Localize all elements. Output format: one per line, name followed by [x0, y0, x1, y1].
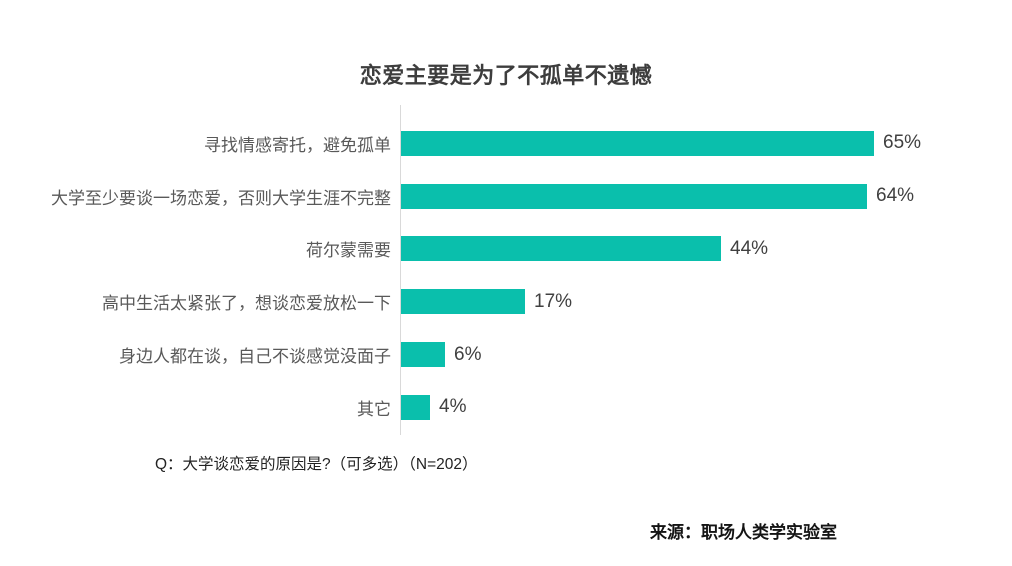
bar-row: 其它 4% [0, 381, 1012, 434]
value-label: 6% [454, 343, 482, 365]
bar [401, 394, 430, 420]
chart-title: 恋爱主要是为了不孤单不遗憾 [359, 63, 653, 88]
value-label: 4% [439, 396, 467, 418]
bar [401, 342, 445, 368]
bar-track: 17% [401, 275, 1012, 328]
bar-track: 6% [401, 328, 1012, 381]
bar-track: 65% [401, 117, 1012, 170]
bar-track: 64% [401, 170, 1012, 223]
category-label: 高中生活太紧张了，想谈恋爱放松一下 [102, 294, 391, 314]
category-label: 荷尔蒙需要 [306, 241, 391, 261]
bar-row: 身边人都在谈，自己不谈感觉没面子 6% [0, 328, 1012, 381]
question-note: Q：大学谈恋爱的原因是?（可多选）（N=202） [155, 456, 478, 473]
value-label: 17% [534, 290, 573, 312]
category-label: 身边人都在谈，自己不谈感觉没面子 [119, 347, 391, 367]
bar-track: 44% [401, 223, 1012, 276]
source-note: 来源：职场人类学实验室 [650, 523, 837, 542]
bar [401, 183, 867, 209]
bar [401, 289, 525, 315]
bar-row: 大学至少要谈一场恋爱，否则大学生涯不完整 64% [0, 170, 1012, 223]
bar-row: 寻找情感寄托，避免孤单 65% [0, 117, 1012, 170]
bar-track: 4% [401, 381, 1012, 434]
bar-rows: 寻找情感寄托，避免孤单 65% 大学至少要谈一场恋爱，否则大学生涯不完整 64%… [0, 117, 1012, 434]
bar [401, 130, 874, 156]
value-label: 64% [876, 185, 915, 207]
category-label: 大学至少要谈一场恋爱，否则大学生涯不完整 [51, 188, 391, 208]
bar [401, 236, 721, 262]
bar-row: 高中生活太紧张了，想谈恋爱放松一下 17% [0, 275, 1012, 328]
category-label: 寻找情感寄托，避免孤单 [204, 135, 391, 155]
y-axis-line [400, 105, 401, 435]
value-label: 65% [883, 132, 922, 154]
value-label: 44% [730, 237, 769, 259]
category-label: 其它 [357, 399, 391, 419]
bar-row: 荷尔蒙需要 44% [0, 223, 1012, 276]
